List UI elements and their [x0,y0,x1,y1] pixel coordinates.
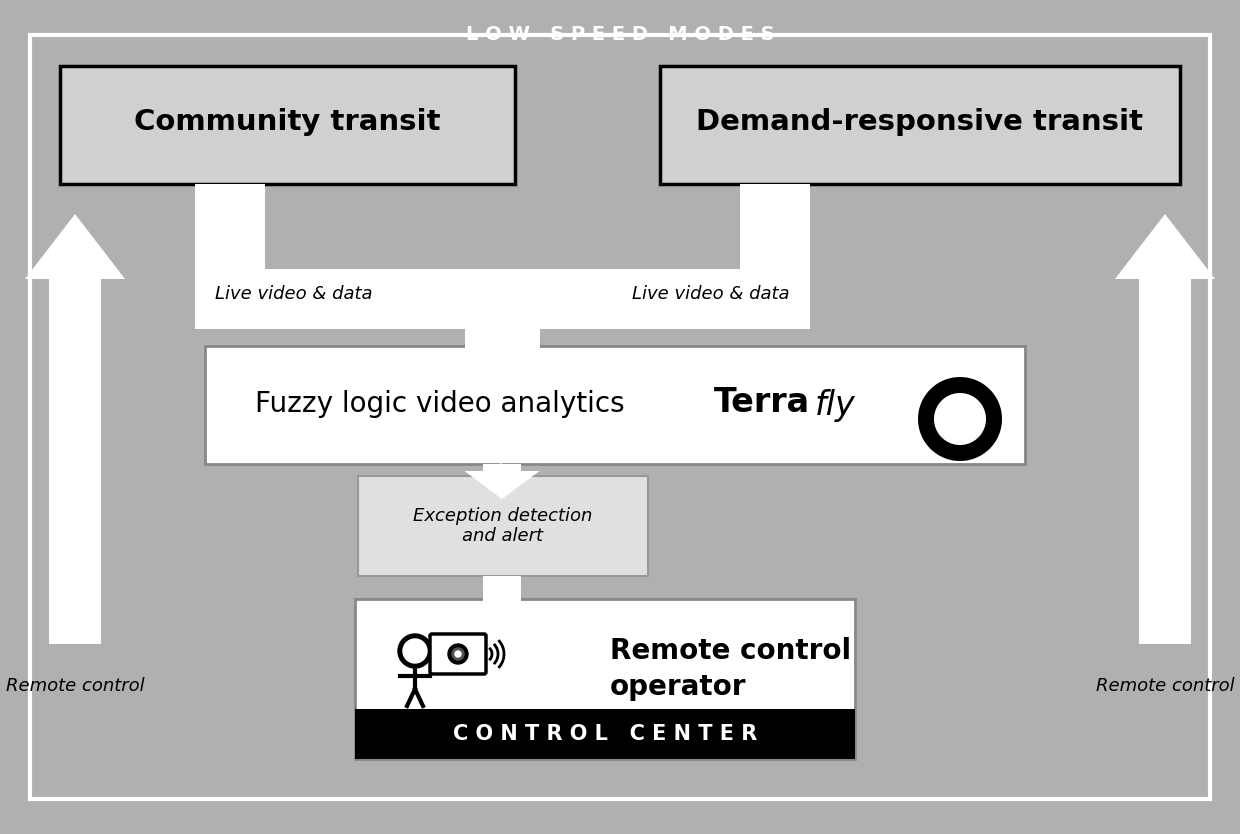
FancyBboxPatch shape [355,709,856,759]
Circle shape [403,639,427,663]
Text: Remote control: Remote control [1096,677,1234,695]
FancyArrow shape [465,576,539,631]
Text: Remote control: Remote control [6,677,144,695]
Text: Terra: Terra [714,385,810,419]
Text: L O W   S P E E D   M O D E S: L O W S P E E D M O D E S [466,24,774,43]
Text: Demand-responsive transit: Demand-responsive transit [697,108,1143,136]
FancyArrow shape [1115,214,1215,644]
Text: fly: fly [815,389,856,421]
FancyBboxPatch shape [60,66,515,184]
FancyBboxPatch shape [195,184,265,329]
FancyBboxPatch shape [358,476,649,576]
Circle shape [455,651,461,657]
FancyArrow shape [465,464,539,499]
Text: C O N T R O L   C E N T E R: C O N T R O L C E N T E R [453,724,758,744]
FancyBboxPatch shape [430,634,486,674]
FancyBboxPatch shape [195,269,500,329]
Circle shape [453,648,464,660]
Text: Remote control
operator: Remote control operator [610,636,851,701]
FancyBboxPatch shape [740,184,810,329]
FancyArrow shape [25,214,125,644]
Text: Live video & data: Live video & data [215,285,372,303]
FancyBboxPatch shape [205,346,1025,464]
Text: Exception detection
and alert: Exception detection and alert [413,506,593,545]
Text: Fuzzy logic video analytics: Fuzzy logic video analytics [255,390,625,418]
Text: Live video & data: Live video & data [632,285,790,303]
Polygon shape [918,377,1002,461]
FancyBboxPatch shape [500,269,810,329]
Circle shape [448,644,467,664]
Text: Community transit: Community transit [134,108,440,136]
FancyBboxPatch shape [355,599,856,759]
Circle shape [398,634,432,668]
FancyBboxPatch shape [465,269,539,419]
FancyBboxPatch shape [660,66,1180,184]
Polygon shape [420,414,582,464]
